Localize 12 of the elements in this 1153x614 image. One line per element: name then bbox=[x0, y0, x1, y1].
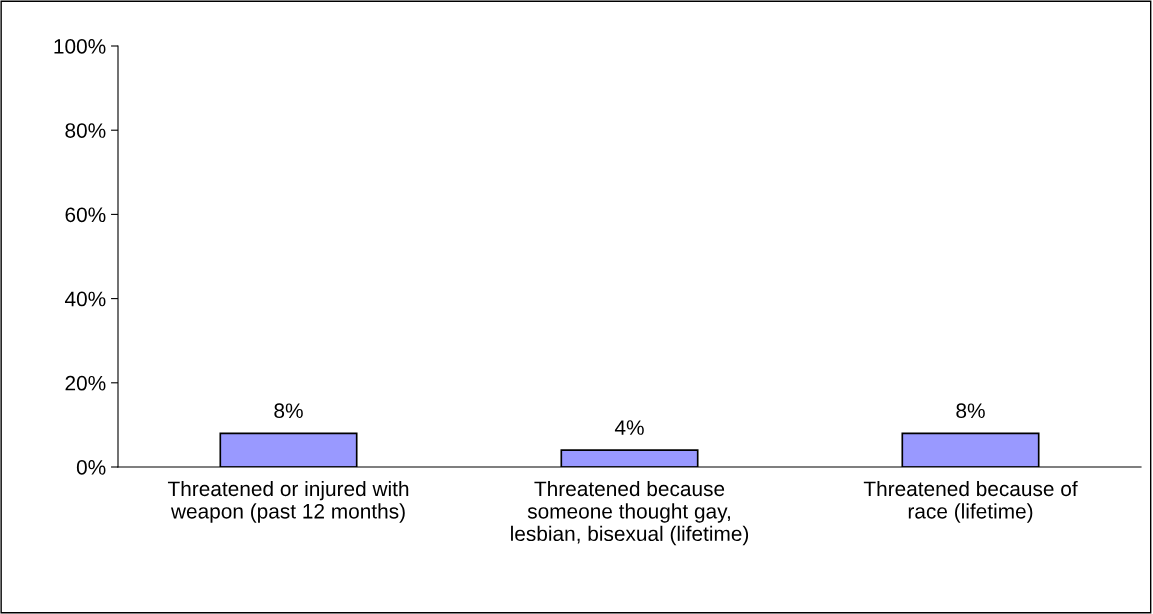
y-tick-label: 0% bbox=[76, 460, 106, 475]
x-tick-label: Threatened or injured with weapon (past 12 months) bbox=[167, 480, 409, 523]
data-label: 8% bbox=[274, 403, 303, 419]
x-tick-label: Threatened because someone thought gay, lesbian, bisexual (lifetime) bbox=[511, 480, 749, 546]
y-tick-label: 80% bbox=[65, 123, 106, 138]
y-tick-label: 60% bbox=[65, 207, 106, 223]
data-label: 4% bbox=[614, 420, 644, 435]
y-tick-label: 100% bbox=[54, 39, 106, 54]
x-tick-label: Threatened because of race (lifetime) bbox=[863, 480, 1078, 523]
data-label: 8% bbox=[956, 403, 985, 419]
y-tick-label: 40% bbox=[64, 291, 106, 307]
y-tick-label: 20% bbox=[65, 375, 106, 391]
